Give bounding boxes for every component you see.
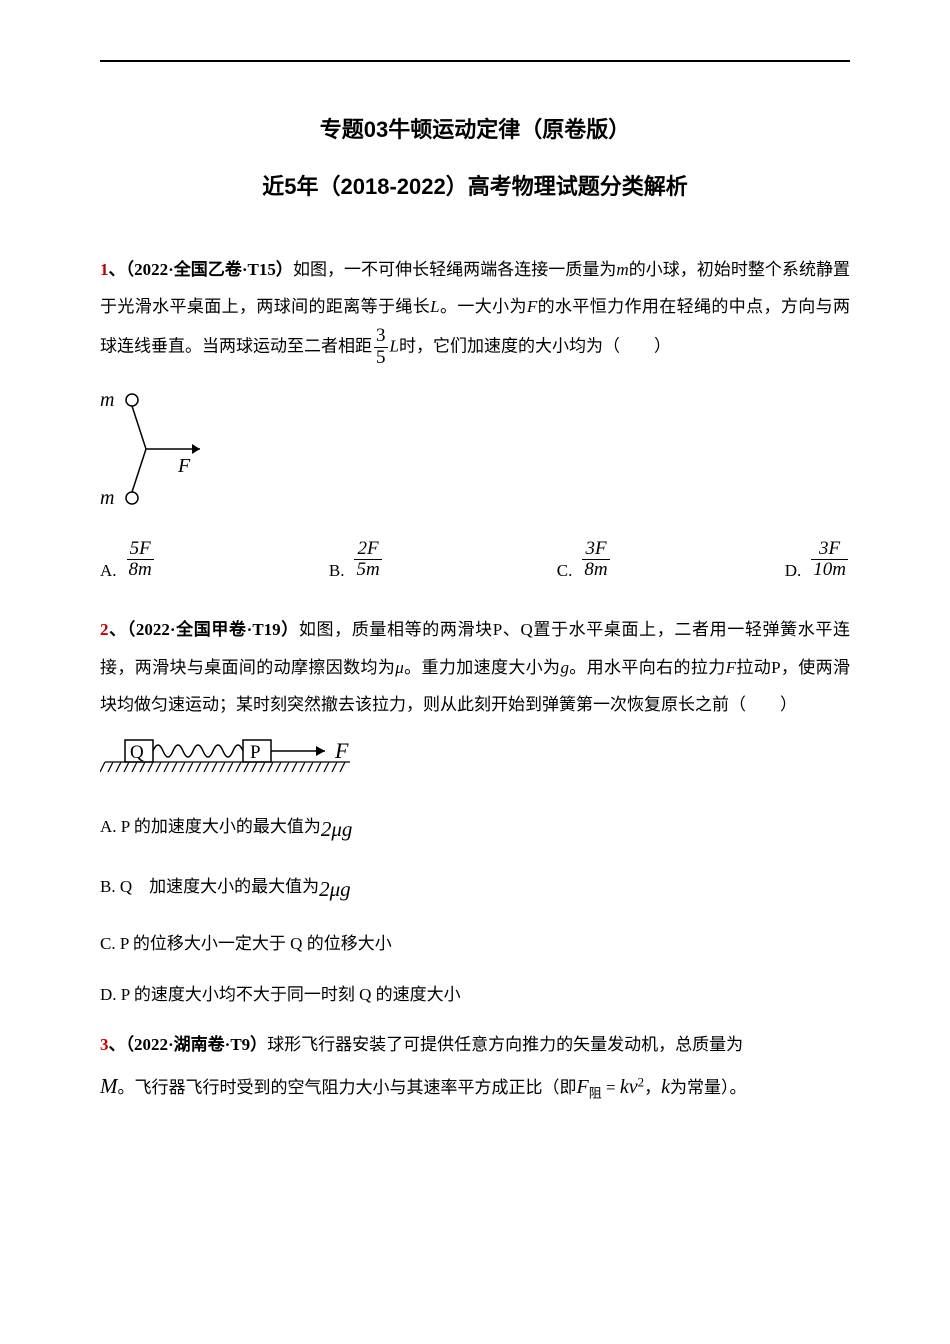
q1-opt-d-frac: 3F 10m xyxy=(811,539,848,582)
q2-opt-d-letter: D. xyxy=(100,985,117,1004)
q1-t1: 如图，一不可伸长轻绳两端各连接一质量为 xyxy=(293,260,616,279)
q2-ground-hatch xyxy=(100,762,350,772)
q1-opt-a: A. 5F 8m xyxy=(100,539,156,582)
q2-opt-d-text: P 的速度大小均不大于同一时刻 Q 的速度大小 xyxy=(121,985,461,1004)
q3-eq-sub: 阻 xyxy=(589,1086,602,1101)
q2-opt-c-text: P 的位移大小一定大于 Q 的位移大小 xyxy=(120,934,392,953)
q3-t4: 为常量）。 xyxy=(670,1078,747,1097)
q1-diag-arrowhead xyxy=(192,444,200,454)
q1-opt-a-label: A. xyxy=(100,561,117,581)
q2-arrowhead xyxy=(316,746,325,756)
q2-opt-a-math: 2μg xyxy=(321,817,353,841)
q2-source: 、（2022·全国甲卷·T19） xyxy=(109,620,299,639)
q3-M: M xyxy=(100,1074,118,1098)
q2-opt-d: D. P 的速度大小均不大于同一时刻 Q 的速度大小 xyxy=(100,975,850,1016)
q1-opt-a-den: 8m xyxy=(127,560,154,581)
question-3-text: 3、（2022·湖南卷·T9）球形飞行器安装了可提供任意方向推力的矢量发动机，总… xyxy=(100,1026,850,1063)
main-title: 专题03牛顿运动定律（原卷版） xyxy=(100,112,850,144)
q3-number: 3 xyxy=(100,1035,109,1054)
q3-k: k xyxy=(661,1076,670,1098)
q2-opt-a: A. P 的加速度大小的最大值为2μg xyxy=(100,804,850,854)
q2-F: F xyxy=(726,658,736,677)
q2-opt-a-text: P 的加速度大小的最大值为 xyxy=(121,817,321,836)
q1-opt-d-label: D. xyxy=(785,561,802,581)
q1-opt-c-label: C. xyxy=(557,561,573,581)
q1-frac-den: 5 xyxy=(374,348,388,369)
q2-diagram-svg: Q P F xyxy=(100,734,400,784)
sub-title: 近5年（2018-2022）高考物理试题分类解析 xyxy=(100,169,850,201)
q1-diag-ball-bot xyxy=(126,492,138,504)
q1-opt-d-den: 10m xyxy=(811,560,848,581)
q1-opt-b-den: 5m xyxy=(354,560,381,581)
document-page: 专题03牛顿运动定律（原卷版） 近5年（2018-2022）高考物理试题分类解析… xyxy=(0,0,950,1149)
q1-diagram: m m F xyxy=(100,384,850,519)
q2-g: g xyxy=(560,658,569,677)
q1-opt-b-label: B. xyxy=(329,561,345,581)
q1-t5: 时，它们加速度的大小均为（ ） xyxy=(399,336,671,355)
q1-diag-m-bot: m xyxy=(100,487,114,509)
q3-eq-F: F xyxy=(577,1076,589,1098)
q1-t3: 。一大小为 xyxy=(440,297,527,316)
q1-diag-rope-top xyxy=(132,406,146,449)
q2-label-f: F xyxy=(334,738,349,763)
q3-t3: ， xyxy=(644,1078,661,1097)
q1-L2: L xyxy=(390,336,399,355)
q2-label-p: P xyxy=(250,742,261,763)
q3-eq-v: v xyxy=(629,1076,638,1098)
q1-fraction: 35 xyxy=(374,326,388,369)
q1-opt-b-num: 2F xyxy=(354,539,381,561)
q1-opt-a-frac: 5F 8m xyxy=(127,539,154,582)
q1-diag-F: F xyxy=(177,455,191,477)
q1-m: m xyxy=(616,260,628,279)
q2-opt-b-text: Q 加速度大小的最大值为 xyxy=(120,877,319,896)
q1-L: L xyxy=(430,297,439,316)
q2-opt-b: B. Q 加速度大小的最大值为2μg xyxy=(100,864,850,914)
q2-spring xyxy=(153,745,243,757)
q1-opt-c-den: 8m xyxy=(582,560,609,581)
q2-opt-a-letter: A. xyxy=(100,817,117,836)
q3-source: 、（2022·湖南卷·T9） xyxy=(109,1035,268,1054)
q1-opt-d: D. 3F 10m xyxy=(785,539,850,582)
q2-mu: μ xyxy=(395,658,404,677)
q1-F: F xyxy=(527,297,537,316)
q3-t1: 球形飞行器安装了可提供任意方向推力的矢量发动机，总质量为 xyxy=(267,1035,743,1054)
question-2-text: 2、（2022·全国甲卷·T19）如图，质量相等的两滑块P、Q置于水平桌面上，二… xyxy=(100,611,850,723)
q3-t2: 。飞行器飞行时受到的空气阻力大小与其速率平方成正比（即 xyxy=(118,1078,577,1097)
q1-options: A. 5F 8m B. 2F 5m C. 3F 8m D. 3F 10m xyxy=(100,539,850,582)
q1-number: 1 xyxy=(100,260,109,279)
q3-eq-eq: = xyxy=(602,1078,620,1097)
q1-opt-a-num: 5F xyxy=(127,539,154,561)
q2-opt-b-math: 2μg xyxy=(319,877,351,901)
q1-opt-b: B. 2F 5m xyxy=(329,539,384,582)
q2-opt-b-letter: B. xyxy=(100,877,116,896)
question-1-text: 1、（2022·全国乙卷·T15）如图，一不可伸长轻绳两端各连接一质量为m的小球… xyxy=(100,251,850,369)
q2-t2: 。重力加速度大小为 xyxy=(404,658,561,677)
q2-t3: 。用水平向右的拉力 xyxy=(569,658,726,677)
q1-source: 、（2022·全国乙卷·T15） xyxy=(109,260,293,279)
q2-number: 2 xyxy=(100,620,109,639)
q1-diag-ball-top xyxy=(126,394,138,406)
q2-opt-c-letter: C. xyxy=(100,934,116,953)
q1-opt-c-num: 3F xyxy=(582,539,609,561)
q1-diag-m-top: m xyxy=(100,389,114,411)
q2-label-q: Q xyxy=(130,742,144,763)
q1-frac-num: 3 xyxy=(374,326,388,348)
q2-opt-c: C. P 的位移大小一定大于 Q 的位移大小 xyxy=(100,924,850,965)
question-3-text-line2: M。飞行器飞行时受到的空气阻力大小与其速率平方成正比（即F阻 = kv2，k为常… xyxy=(100,1063,850,1109)
q2-diagram: Q P F xyxy=(100,734,850,789)
top-rule xyxy=(100,60,850,62)
q1-opt-b-frac: 2F 5m xyxy=(354,539,381,582)
q3-eq-k: k xyxy=(620,1076,629,1098)
q1-diag-rope-bot xyxy=(132,449,146,492)
q1-diagram-svg: m m F xyxy=(100,384,230,514)
q1-opt-d-num: 3F xyxy=(811,539,848,561)
q1-opt-c-frac: 3F 8m xyxy=(582,539,609,582)
q1-opt-c: C. 3F 8m xyxy=(557,539,612,582)
